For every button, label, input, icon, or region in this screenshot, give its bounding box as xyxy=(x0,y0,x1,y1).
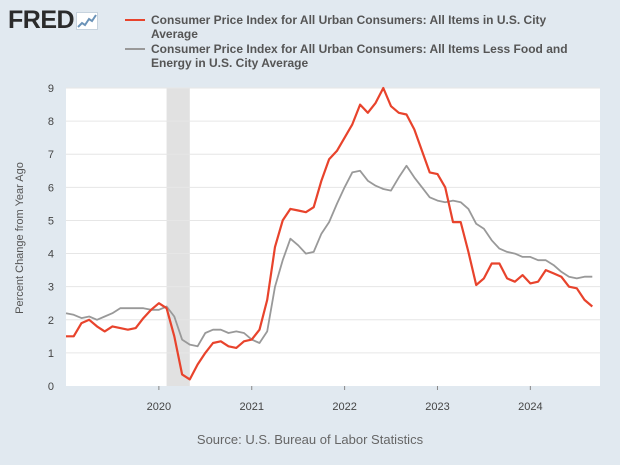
y-tick-label: 0 xyxy=(48,381,54,393)
legend-swatch-cpi xyxy=(125,19,145,21)
legend-item-core-cpi[interactable]: Consumer Price Index for All Urban Consu… xyxy=(125,42,595,70)
logo-text: FRED xyxy=(8,6,75,34)
x-tick-label: 2021 xyxy=(239,401,263,413)
x-tick-label: 2024 xyxy=(518,401,542,413)
recession-shading xyxy=(166,88,190,386)
y-tick-label: 9 xyxy=(48,83,54,95)
chart[interactable]: 0 1 2 3 4 5 6 7 8 9 2020 2021 2022 2023 2024 xyxy=(0,0,620,430)
legend-swatch-core-cpi xyxy=(125,48,145,50)
legend-label-cpi: Consumer Price Index for All Urban Consu… xyxy=(151,13,547,41)
y-tick-label: 2 xyxy=(48,315,54,327)
plot-area xyxy=(66,88,600,386)
x-tick-label: 2020 xyxy=(147,401,171,413)
y-tick-label: 7 xyxy=(48,149,54,161)
y-axis-label: Percent Change from Year Ago xyxy=(14,162,26,314)
x-tick-label: 2022 xyxy=(332,401,356,413)
y-tick-label: 5 xyxy=(48,215,54,227)
fred-chart-icon xyxy=(76,11,99,30)
chart-legend: Consumer Price Index for All Urban Consu… xyxy=(125,13,595,71)
series-line-cpi[interactable] xyxy=(66,86,594,381)
legend-label-core-cpi: Consumer Price Index for All Urban Consu… xyxy=(151,42,568,70)
source-note: Source: U.S. Bureau of Labor Statistics xyxy=(196,432,424,447)
y-tick-label: 4 xyxy=(48,249,54,261)
legend-item-cpi[interactable]: Consumer Price Index for All Urban Consu… xyxy=(125,13,595,41)
y-tick-label: 1 xyxy=(48,348,54,360)
y-tick-label: 8 xyxy=(48,116,54,128)
header: FRED Consumer Price Index for All Urban … xyxy=(0,0,620,80)
x-tick-label: 2023 xyxy=(425,401,449,413)
y-tick-label: 3 xyxy=(48,282,54,294)
fred-logo[interactable]: FRED xyxy=(8,6,99,35)
y-tick-label: 6 xyxy=(48,182,54,194)
series-line-core-cpi[interactable] xyxy=(65,164,593,348)
